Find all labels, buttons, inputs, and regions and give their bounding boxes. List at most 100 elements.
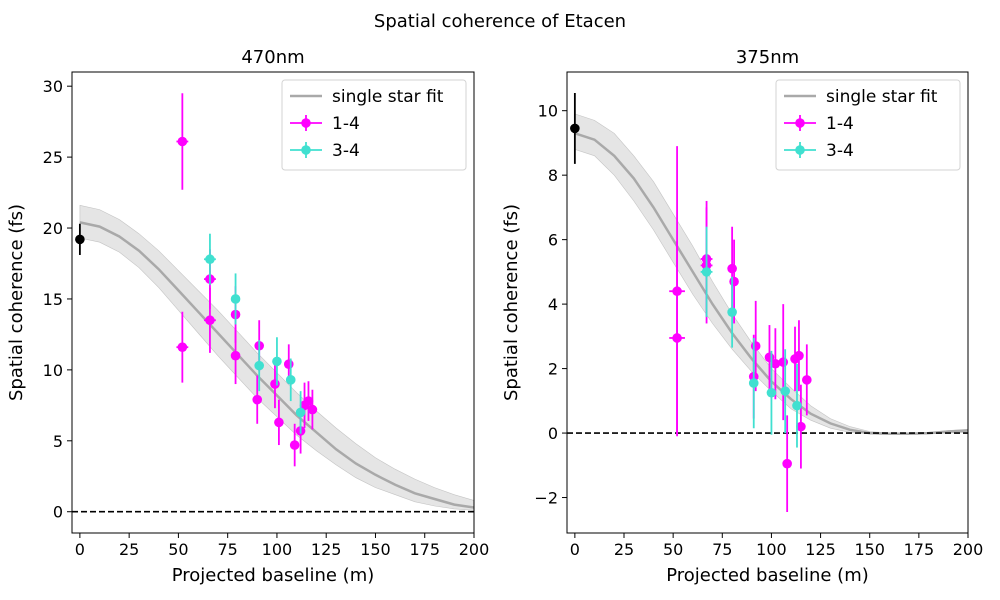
legend-marker-swatch <box>301 145 311 155</box>
data-point <box>782 415 792 513</box>
data-marker <box>230 350 241 361</box>
data-marker <box>727 263 737 274</box>
y-tick-label: 20 <box>43 219 63 238</box>
x-tick-label: 200 <box>459 540 490 559</box>
data-point <box>748 337 759 429</box>
x-tick-label: 150 <box>360 540 391 559</box>
data-marker <box>750 341 761 351</box>
legend-label: 3-4 <box>332 141 360 161</box>
data-point <box>792 363 802 448</box>
legend-frame <box>281 79 467 171</box>
x-tick-label: 100 <box>756 540 787 559</box>
x-tick-label: 0 <box>75 540 85 559</box>
x-tick-label: 75 <box>217 540 237 559</box>
legend-label: 3-4 <box>826 141 854 161</box>
data-marker <box>177 136 188 147</box>
data-point <box>766 350 777 435</box>
data-point <box>307 389 318 430</box>
legend-entry: single star fit <box>290 87 444 107</box>
data-point <box>295 391 306 434</box>
data-marker <box>766 387 777 398</box>
data-point <box>274 399 284 446</box>
data-point <box>230 327 241 385</box>
data-marker <box>274 417 284 428</box>
data-marker <box>780 386 790 396</box>
legend-entry: 3-4 <box>784 141 854 161</box>
data-marker <box>295 407 306 418</box>
y-tick-label: 30 <box>43 77 63 96</box>
figure-suptitle: Spatial coherence of Etacen <box>374 11 626 32</box>
legend: single star fit 1-4 3-4 <box>281 79 467 171</box>
y-tick-label: 5 <box>53 432 63 451</box>
data-marker <box>177 342 188 352</box>
y-tick-label: 15 <box>43 290 63 309</box>
y-tick-label: −2 <box>534 489 558 508</box>
data-point <box>794 320 804 392</box>
data-marker <box>672 333 682 343</box>
data-marker <box>252 394 263 405</box>
plot-area <box>567 92 968 513</box>
x-tick-label: 0 <box>570 540 580 559</box>
data-marker <box>701 267 712 277</box>
data-marker <box>770 358 781 369</box>
data-marker <box>748 378 759 388</box>
x-tick-label: 25 <box>614 540 634 559</box>
panel-title: 470nm <box>241 47 304 68</box>
x-tick-label: 125 <box>311 540 342 559</box>
legend-entry: 3-4 <box>290 141 360 161</box>
data-marker <box>283 359 294 370</box>
y-tick-label: 4 <box>548 295 558 314</box>
fit-line <box>79 221 474 509</box>
zero-baseline-point <box>570 92 580 164</box>
legend-entry: single star fit <box>784 87 938 107</box>
legend: single star fit 1-4 3-4 <box>775 79 961 171</box>
legend-marker-swatch <box>795 145 805 155</box>
x-axis-label: Projected baseline (m) <box>172 565 375 586</box>
axes-frame <box>71 71 475 534</box>
data-point <box>272 337 282 386</box>
y-tick-label: 0 <box>53 503 63 522</box>
plot-area <box>72 93 474 513</box>
data-marker <box>254 360 265 371</box>
data-marker <box>205 254 215 265</box>
y-tick-label: 2 <box>548 360 558 379</box>
data-point <box>254 340 265 392</box>
data-marker <box>778 357 789 367</box>
x-tick-label: 75 <box>712 540 732 559</box>
data-marker <box>796 421 806 432</box>
x-tick-label: 50 <box>168 540 188 559</box>
data-point <box>796 384 806 469</box>
data-marker <box>270 379 280 389</box>
data-marker <box>230 294 241 304</box>
zero-baseline-point <box>75 223 85 255</box>
data-point <box>289 423 300 467</box>
x-tick-label: 125 <box>805 540 836 559</box>
data-point <box>802 344 812 416</box>
legend-label: 1-4 <box>826 114 854 134</box>
fit-confidence-band <box>79 204 474 511</box>
data-point <box>727 276 737 348</box>
data-point <box>204 233 216 285</box>
y-tick-label: 10 <box>538 102 558 121</box>
data-point <box>770 328 781 400</box>
y-axis-label: Spatial coherence (fs) <box>6 204 27 401</box>
data-marker <box>307 404 318 415</box>
data-marker <box>570 123 580 134</box>
data-marker <box>802 375 812 385</box>
panel-375nm: 0 25 50 75 100 125 150 175 200 −2 0 2 4 6 8 10 375nm Proj… <box>501 47 983 586</box>
legend-marker-swatch <box>301 118 311 128</box>
x-tick-label: 150 <box>854 540 885 559</box>
data-point <box>204 287 216 353</box>
data-point <box>176 93 189 190</box>
legend-marker-swatch <box>795 118 805 128</box>
legend-entry: 1-4 <box>290 114 360 134</box>
x-tick-label: 200 <box>953 540 984 559</box>
data-marker <box>729 276 739 287</box>
y-axis-label: Spatial coherence (fs) <box>501 204 522 401</box>
data-point <box>230 273 241 325</box>
data-marker <box>727 307 737 317</box>
y-tick-label: 25 <box>43 148 63 167</box>
x-tick-label: 50 <box>663 540 683 559</box>
x-tick-label: 25 <box>119 540 139 559</box>
